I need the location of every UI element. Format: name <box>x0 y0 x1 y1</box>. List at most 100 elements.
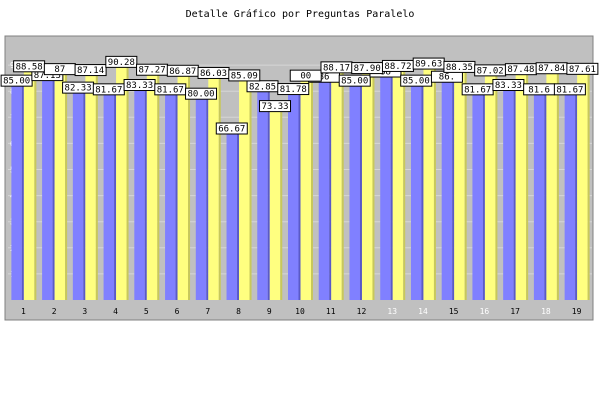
x-tick-label: 11 <box>326 307 336 316</box>
value-label-text: 81.67 <box>95 85 122 95</box>
value-label-box <box>338 74 371 87</box>
bar-series-a-side <box>513 84 516 300</box>
bar-series-b <box>116 64 127 300</box>
value-label-text: 85.00 <box>403 77 430 87</box>
value-label-box <box>215 122 248 135</box>
value-label-series-a: 82.33 <box>62 81 95 94</box>
value-label-text: 86 <box>319 73 330 83</box>
value-label-text: 82.85 <box>249 82 276 92</box>
bar-series-a <box>134 82 145 300</box>
bar-series-a-side <box>144 84 147 300</box>
bar-series-a-side <box>298 88 301 300</box>
bar-series-a-side <box>267 85 270 300</box>
value-label-series-b: 88.17 <box>320 61 353 74</box>
bar-series-a-side <box>390 71 393 300</box>
bar-series-b <box>177 73 189 300</box>
value-label-box <box>185 87 218 100</box>
value-label-series-a: 86. <box>430 70 463 83</box>
bar-series-a-side <box>175 88 178 300</box>
bar-series-b <box>23 68 35 300</box>
bar-series-b <box>85 72 96 300</box>
x-tick-label: 1 <box>21 307 26 316</box>
bar-series-b-side <box>495 74 498 300</box>
value-label-box <box>74 64 107 77</box>
bar-series-b <box>577 71 588 301</box>
x-tick-label: 19 <box>572 307 582 316</box>
value-label-series-a: 85.00 <box>400 74 433 87</box>
bar-series-a-side <box>52 74 55 300</box>
x-tick-label: 12 <box>357 307 367 316</box>
value-label-series-b: 87.90 <box>351 62 384 75</box>
bar-series-a <box>349 78 360 301</box>
bar-series-b-side <box>403 70 406 301</box>
value-label-text: 81.67 <box>157 85 184 95</box>
bar-series-a <box>42 72 53 300</box>
bar-series-a <box>257 83 268 300</box>
value-label-series-b: 88.35 <box>443 60 476 73</box>
bar-series-b-side <box>311 80 313 301</box>
x-tick-label: 6 <box>175 307 180 316</box>
bar-series-a <box>441 74 453 300</box>
value-label-series-a: 81.67 <box>461 83 494 96</box>
value-label-text: 88 <box>380 68 391 78</box>
bar-series-b-side <box>556 72 559 300</box>
bar-series-a <box>226 125 238 300</box>
bar-series-b <box>146 72 158 300</box>
bar-series-a <box>410 78 422 301</box>
bar-series-b-side <box>65 73 68 300</box>
bar-series-a-side <box>452 76 455 300</box>
bar-series-a-side <box>575 88 578 300</box>
bar-series-a <box>503 82 514 300</box>
bar-series-a <box>195 91 207 300</box>
value-label-box <box>553 83 586 96</box>
x-tick-label: 18 <box>541 307 551 316</box>
value-label-text: 87.14 <box>77 66 104 76</box>
bar-series-a-side <box>21 80 24 301</box>
value-label-series-b: 87.48 <box>504 63 537 76</box>
bar-series-a-side <box>421 80 424 301</box>
value-label-text: 88.35 <box>446 63 473 73</box>
bar-series-b-side <box>341 71 344 300</box>
value-label-text: 86.03 <box>200 69 227 79</box>
bar-series-b-side <box>433 68 436 300</box>
value-label-series-a: 85.00 <box>0 74 33 87</box>
value-label-text: 88.58 <box>16 62 43 72</box>
value-label-text: 87.61 <box>569 65 596 75</box>
value-label-series-a: 66.67 <box>215 122 248 135</box>
value-label-text: 89.63 <box>415 60 442 70</box>
bar-series-a <box>564 86 576 300</box>
value-label-text: 81.67 <box>464 85 491 95</box>
value-label-series-a: 85.00 <box>338 74 371 87</box>
value-label-text: 83.33 <box>126 81 153 91</box>
bar-series-b <box>546 70 557 300</box>
value-label-series-b: 87.27 <box>136 63 169 76</box>
value-label-text: 85.09 <box>231 71 258 81</box>
value-label-text: 85.00 <box>3 77 30 87</box>
value-label-series-b: 86.03 <box>197 66 230 79</box>
bar-series-b-side <box>188 75 191 300</box>
value-label-series-b: 00 <box>289 69 322 82</box>
bar-series-a-side <box>83 87 86 300</box>
bar-series-b-side <box>126 66 129 300</box>
bar-series-a <box>533 86 545 300</box>
bar-series-b <box>239 77 250 300</box>
x-tick-label: 14 <box>418 307 428 316</box>
value-label-text: 86. <box>439 73 455 83</box>
bar-series-b-side <box>218 77 221 300</box>
value-label-series-a: 83.33 <box>123 79 156 92</box>
bar-series-b-side <box>249 79 252 300</box>
value-label-series-a: 83.33 <box>492 79 525 92</box>
value-label-text: 73.33 <box>261 102 288 112</box>
value-label-series-b: 87.14 <box>74 64 107 77</box>
x-tick-label: 5 <box>144 307 149 316</box>
value-label-series-b: 88.58 <box>13 60 46 73</box>
value-label-text: 88.72 <box>384 62 411 72</box>
bar-series-b <box>392 68 404 301</box>
chart-title: Detalle Gráfico por Preguntas Paralelo <box>185 9 415 20</box>
bar-series-a-side <box>237 127 240 300</box>
value-label-text: 00 <box>300 72 311 82</box>
value-label-series-b: 89.63 <box>412 57 445 70</box>
bar-series-b <box>300 78 311 301</box>
bars <box>11 64 590 301</box>
